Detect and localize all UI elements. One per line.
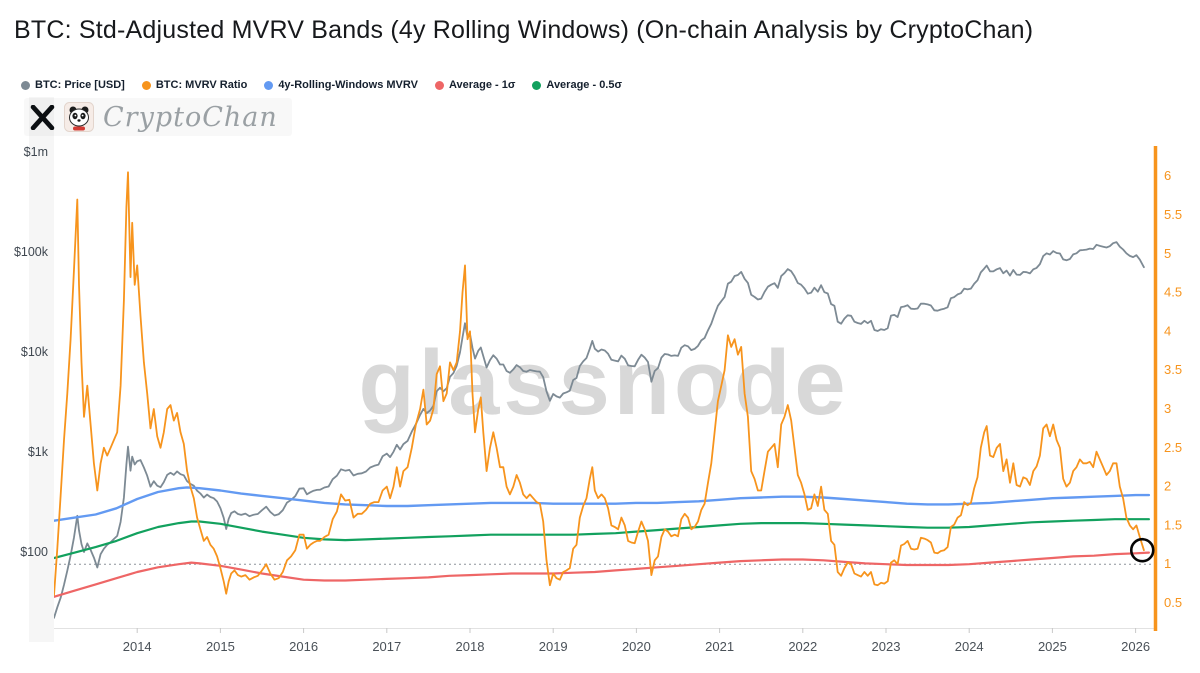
x-axis-label: 2018 (456, 639, 485, 654)
x-axis-label: 2015 (206, 639, 235, 654)
price-axis-label: $100 (20, 545, 48, 559)
mvrv-axis-label: 5.5 (1164, 207, 1182, 222)
x-axis-label: 2019 (539, 639, 568, 654)
price-axis-label: $1k (28, 445, 49, 459)
cryptochan-watermark: CryptoChan (24, 98, 292, 136)
left-gutter-shade (29, 97, 54, 642)
price-axis-label: $100k (14, 245, 49, 259)
chart-title: BTC: Std-Adjusted MVRV Bands (4y Rolling… (14, 16, 1034, 44)
brand-name: CryptoChan (103, 101, 278, 133)
x-axis-label: 2026 (1121, 639, 1150, 654)
x-axis-label: 2021 (705, 639, 734, 654)
legend-label: 4y-Rolling-Windows MVRV (278, 79, 418, 91)
mvrv-axis-label: 1 (1164, 556, 1171, 571)
x-axis-label: 2020 (622, 639, 651, 654)
x-axis-label: 2025 (1038, 639, 1067, 654)
glassnode-watermark: glassnode (358, 332, 849, 434)
mvrv-axis-label: 6 (1164, 168, 1171, 183)
legend-label: BTC: Price [USD] (35, 79, 125, 91)
legend-item-rolling-mvrv[interactable]: 4y-Rolling-Windows MVRV (264, 79, 418, 91)
chart-legend: BTC: Price [USD] BTC: MVRV Ratio 4y-Rollin… (21, 79, 622, 91)
legend-label: Average - 0.5σ (546, 79, 623, 91)
x-axis-label: 2016 (289, 639, 318, 654)
series-line-avg-minus-05sigma (54, 518, 1151, 560)
legend-item-mvrv-ratio[interactable]: BTC: MVRV Ratio (141, 79, 248, 91)
legend-item-avg-minus-05sigma[interactable]: Average - 0.5σ (532, 79, 622, 91)
series-line-btc-price (54, 241, 1145, 619)
mvrv-axis-label: 4.5 (1164, 285, 1182, 300)
legend-dot (264, 80, 274, 90)
current-value-highlight-circle (1129, 537, 1155, 563)
x-logo-icon (30, 104, 55, 130)
x-axis-label: 2022 (788, 639, 817, 654)
mvrv-axis-label: 0.5 (1164, 595, 1182, 610)
mvrv-axis-label: 5 (1164, 246, 1171, 261)
legend-item-btc-price[interactable]: BTC: Price [USD] (21, 79, 125, 91)
mvrv-axis-label: 1.5 (1164, 517, 1182, 532)
mvrv-axis-label: 3 (1164, 401, 1171, 416)
price-axis-label: $1m (24, 145, 48, 159)
legend-dot (141, 80, 151, 90)
mvrv-axis-label: 2 (1164, 479, 1171, 494)
x-axis-label: 2024 (955, 639, 984, 654)
x-axis-label: 2023 (872, 639, 901, 654)
legend-item-avg-minus-1sigma[interactable]: Average - 1σ (434, 79, 516, 91)
panda-avatar-icon (64, 102, 94, 132)
legend-label: BTC: MVRV Ratio (155, 79, 248, 91)
mvrv-axis-label: 4 (1164, 323, 1171, 338)
series-line-mvrv-ratio (54, 171, 1145, 597)
mvrv-axis-label: 2.5 (1164, 440, 1182, 455)
x-axis-label: 2014 (123, 639, 152, 654)
legend-dot (21, 80, 30, 90)
legend-label: Average - 1σ (448, 79, 516, 91)
legend-dot (532, 80, 542, 90)
x-axis-label: 2017 (372, 639, 401, 654)
legend-dot (434, 80, 444, 90)
price-axis-label: $10k (21, 345, 49, 359)
mvrv-axis-label: 3.5 (1164, 362, 1182, 377)
